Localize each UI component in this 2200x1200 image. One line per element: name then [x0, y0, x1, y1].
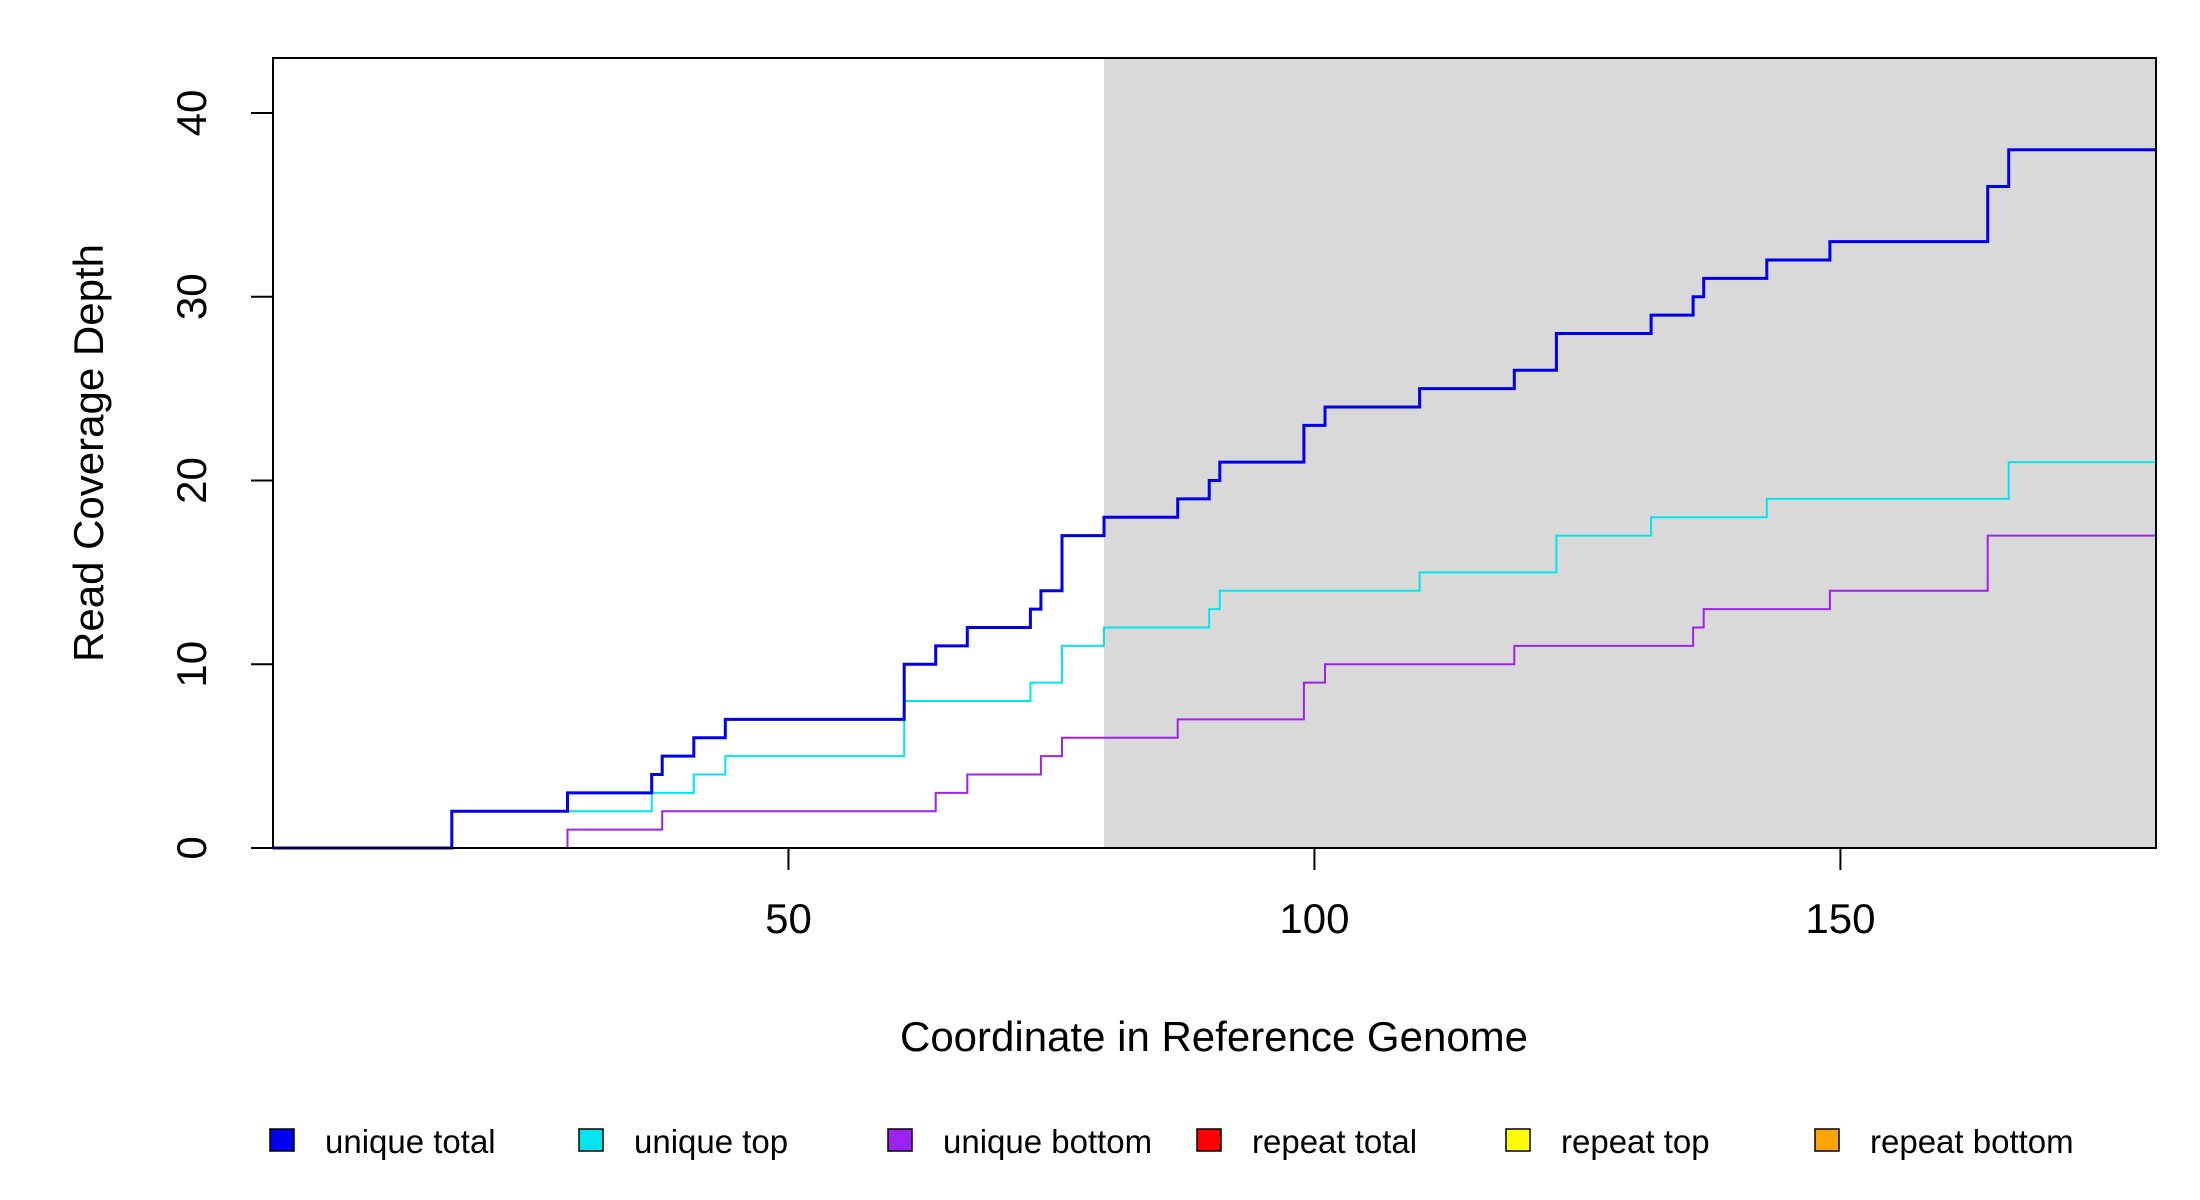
legend-swatch	[1196, 1128, 1222, 1152]
x-tick-label: 100	[1279, 895, 1349, 942]
y-tick-label: 20	[168, 457, 215, 504]
legend-swatch	[1505, 1128, 1531, 1152]
x-axis-label: Coordinate in Reference Genome	[900, 1013, 1528, 1060]
x-tick-label: 50	[765, 895, 812, 942]
x-axis: 50 100 150	[765, 848, 1875, 942]
legend-swatch	[887, 1128, 913, 1152]
legend-label: repeat top	[1561, 1123, 1710, 1160]
series-line-unique-total	[273, 148, 2156, 850]
shaded-region	[1104, 58, 2156, 848]
legend: unique total unique top unique bottom repea…	[269, 1123, 2074, 1160]
plot-frame	[272, 57, 2157, 849]
y-tick-label: 0	[168, 836, 215, 859]
y-axis: 0 10 20 30 40	[168, 90, 273, 860]
legend-label: repeat total	[1252, 1123, 1417, 1160]
series-line-unique-top	[273, 461, 2156, 849]
y-tick-label: 30	[168, 273, 215, 320]
legend-swatch	[1814, 1128, 1840, 1152]
series-line-unique-bottom	[273, 534, 2156, 849]
y-tick-label: 40	[168, 90, 215, 137]
legend-swatch	[578, 1128, 604, 1152]
legend-swatch	[269, 1128, 295, 1152]
y-tick-label: 10	[168, 641, 215, 688]
legend-label: unique bottom	[943, 1123, 1152, 1160]
x-tick-label: 150	[1805, 895, 1875, 942]
y-axis-label: Read Coverage Depth	[65, 244, 112, 662]
legend-label: unique top	[634, 1123, 788, 1160]
legend-label: repeat bottom	[1870, 1123, 2074, 1160]
legend-label: unique total	[325, 1123, 496, 1160]
